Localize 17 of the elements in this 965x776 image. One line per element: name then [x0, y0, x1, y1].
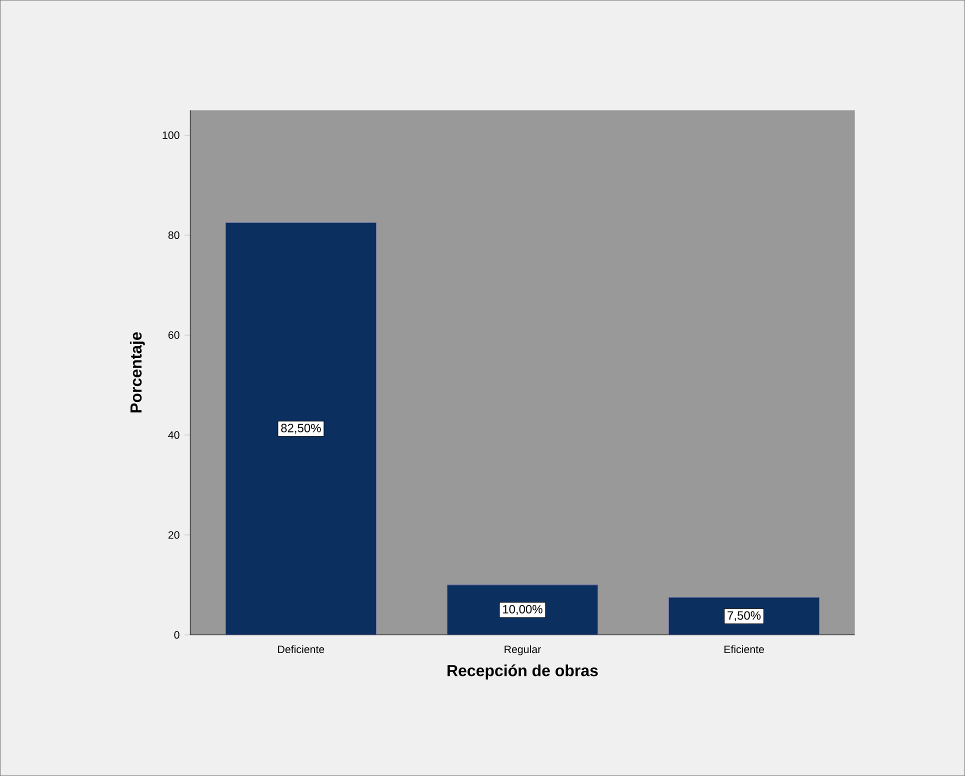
x-tick-label: Regular [504, 645, 541, 656]
x-axis-title: Recepción de obras [448, 664, 598, 680]
data-label: 82,50% [281, 424, 321, 434]
x-tick-label: Deficiente [278, 645, 324, 654]
y-tick-label: 40 [168, 431, 180, 439]
y-tick-label: 0 [174, 631, 180, 639]
y-axis-title: Porcentaje [130, 332, 145, 412]
bar [668, 597, 820, 635]
bar [225, 222, 377, 635]
y-tick-label: 80 [168, 231, 180, 239]
y-tick-label: 100 [162, 131, 180, 139]
x-tick-label: Eficiente [724, 645, 764, 654]
y-tick-label: 60 [168, 331, 180, 339]
bar [446, 584, 598, 635]
data-label: 10,00% [503, 604, 542, 615]
y-tick-label: 20 [168, 531, 180, 539]
data-label: 7,50% [728, 611, 761, 622]
